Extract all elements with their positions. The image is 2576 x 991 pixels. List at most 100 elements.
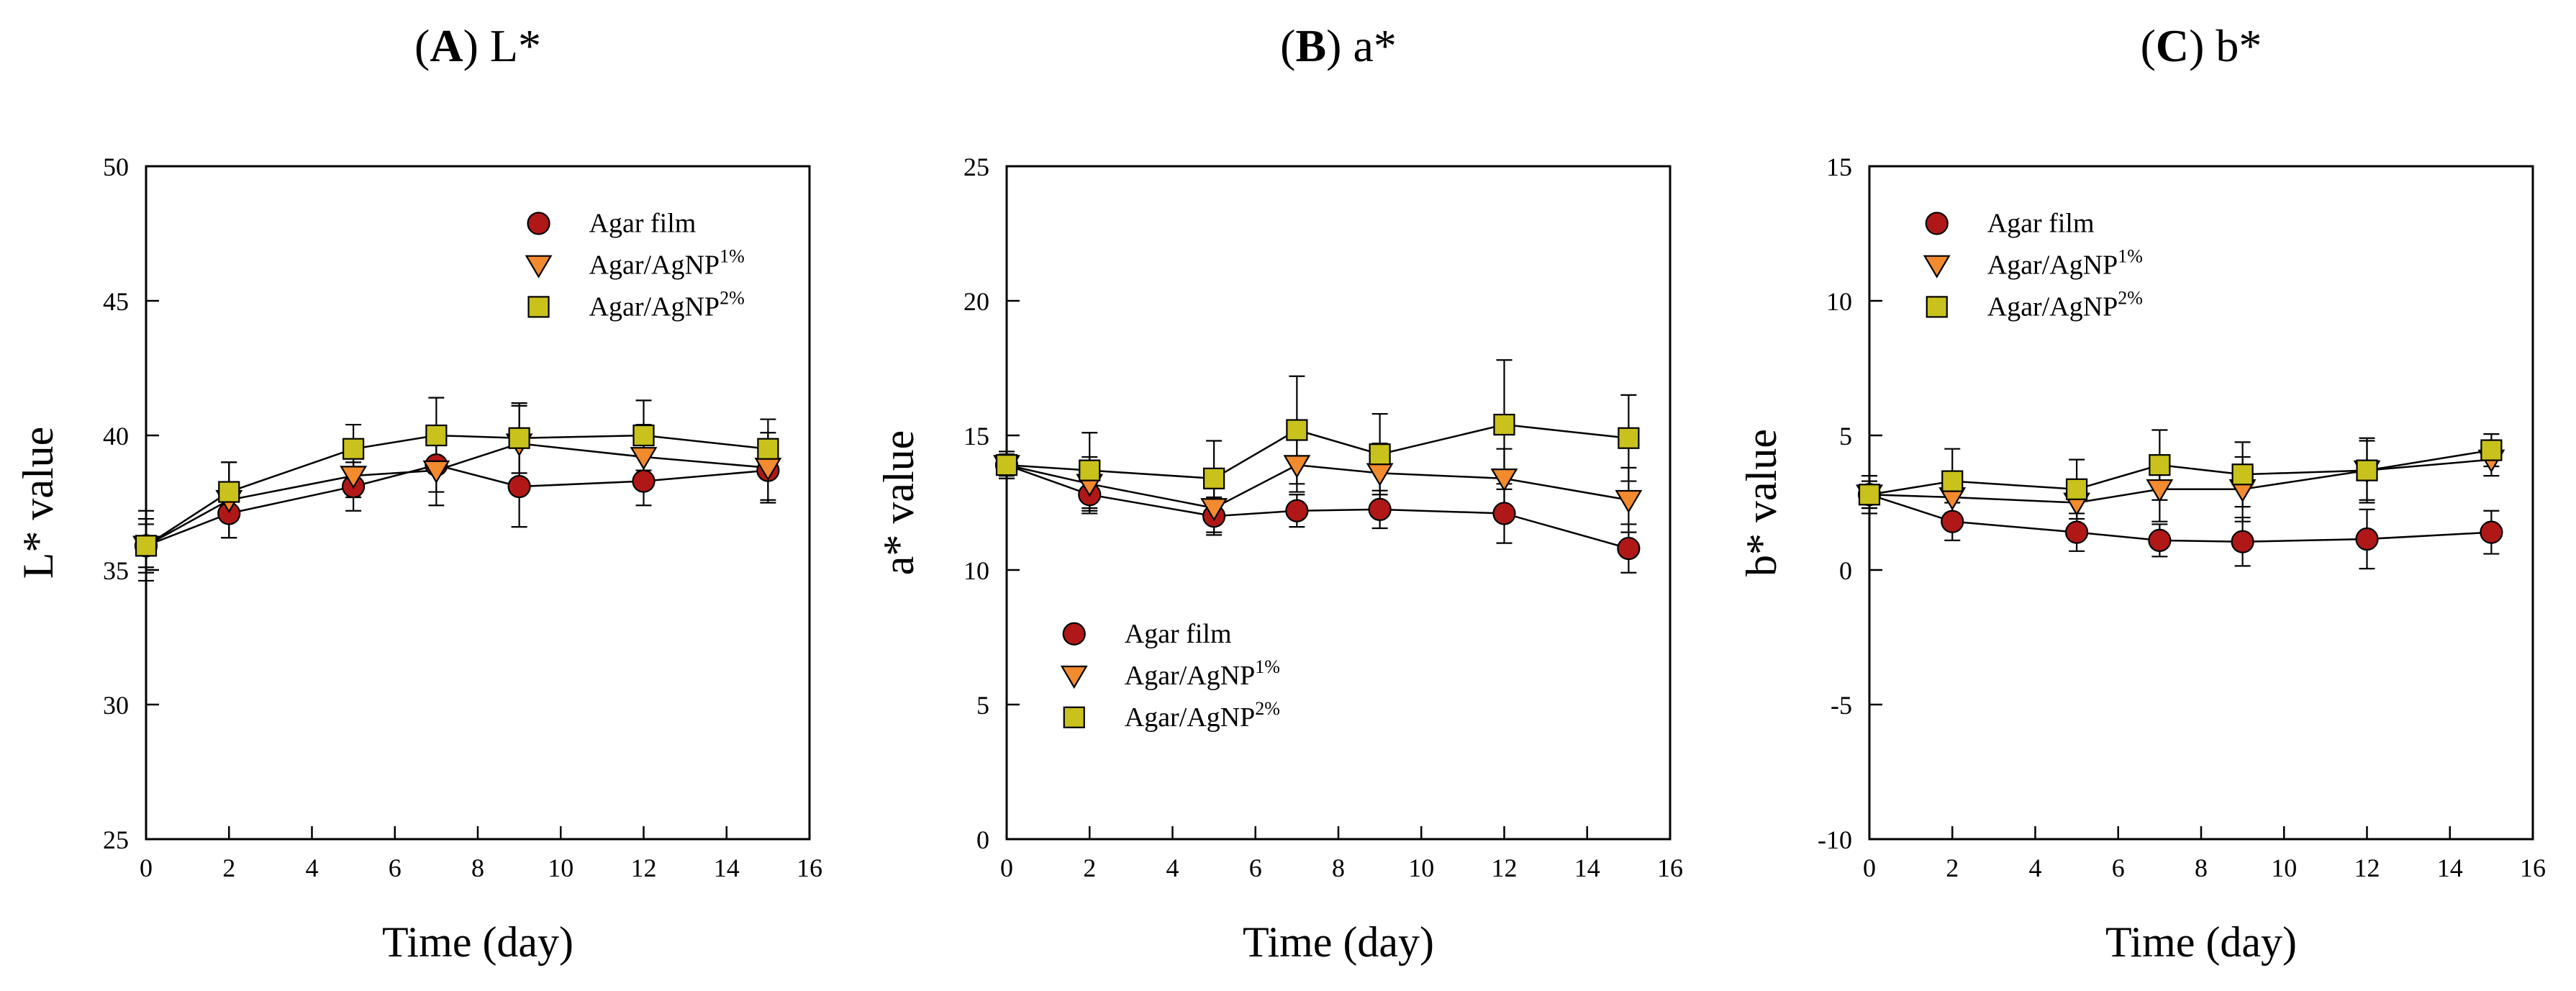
chart-panel-2: (B) a* 0 2 4 6 8 10 12 14 16 0 5 10 15 20 25 Time (day) a… [875,20,1683,966]
data-point [422,460,450,484]
x-tick-label: 4 [306,854,319,882]
y-tick-label: 40 [103,422,129,451]
plot-frame [1868,165,2534,841]
x-tick-label: 4 [2029,854,2042,882]
legend-marker [527,296,550,318]
chart-panel-1: (A) L* 0 2 4 6 8 10 12 14 16 25 30 35 40 45 50 Time (day… [14,20,822,966]
data-point [1617,536,1641,561]
data-point [507,474,531,499]
y-tick-label: 25 [103,825,129,854]
data-point [340,466,368,489]
x-tick-label: 2 [1083,854,1096,882]
x-axis-label: Time (day) [2105,918,2297,966]
legend-marker [1062,622,1086,646]
y-tick-label: 20 [963,287,989,316]
legend-label: Agar/AgNP1% [1125,656,1280,691]
x-tick-label: 12 [1492,854,1518,882]
data-point [2066,478,2088,500]
x-tick-label: 10 [548,854,573,882]
y-tick-label: 0 [1839,556,1852,585]
x-tick-label: 0 [1863,854,1876,882]
data-point [1492,502,1516,525]
data-point [1079,459,1101,481]
data-point [1285,499,1309,522]
data-point [2231,463,2254,486]
x-tick-label: 6 [1249,854,1262,882]
panel-variable: L* [490,20,541,71]
data-point [1941,510,1964,533]
data-point [1493,413,1515,436]
legend-label: Agar/AgNP2% [589,287,745,322]
y-tick-label: 45 [103,287,129,316]
data-point [2065,520,2089,544]
data-point [632,469,656,493]
legend-label: Agar/AgNP2% [1987,287,2143,322]
data-point [1368,497,1392,521]
y-tick-label: 5 [1839,422,1852,451]
data-point [632,424,655,447]
x-tick-label: 16 [1657,854,1683,882]
legend-superscript: 1% [720,245,745,266]
legend-marker [1926,296,1948,318]
legend-marker [1060,665,1088,689]
legend-item: Agar/AgNP1% [1923,245,2143,280]
x-tick-label: 14 [2437,854,2463,882]
x-tick-label: 12 [631,854,657,882]
data-point [2480,439,2503,461]
legend: Agar film Agar/AgNP1% Agar/AgNP2% [1923,208,2143,322]
y-tick-label: 15 [963,422,989,451]
legend-item: Agar film [1062,619,1232,649]
data-point [343,438,365,460]
legend-label: Agar/AgNP2% [1125,698,1280,733]
y-tick-label: 15 [1826,153,1852,181]
data-point [218,481,240,503]
legend-item: Agar film [1925,208,2095,238]
x-tick-label: 0 [140,854,153,882]
x-tick-label: 8 [1332,854,1345,882]
panel-letter: A [430,20,463,71]
data-point [1203,467,1225,489]
x-tick-label: 12 [2354,854,2380,882]
legend-item: Agar/AgNP2% [1926,287,2143,322]
y-tick-label: 50 [103,153,129,181]
data-point [425,424,448,447]
legend-marker [527,212,550,235]
x-tick-label: 10 [1408,854,1434,882]
chart-panel-3: (C) b* 0 2 4 6 8 10 12 14 16 -10 -5 0 5 10 15 Time (day)… [1738,20,2546,966]
legend-marker [1923,255,1951,279]
plot-frame [1005,165,1672,841]
data-point [1618,427,1640,449]
data-point [1490,468,1518,492]
y-axis-label: b* value [1738,429,1785,576]
legend-superscript: 1% [1255,656,1280,677]
x-tick-label: 0 [1000,854,1013,882]
legend-label: Agar/AgNP1% [1987,245,2143,280]
data-point [135,535,158,557]
legend-item: Agar/AgNP2% [1063,698,1280,733]
y-tick-label: 30 [103,691,129,720]
data-point [757,438,779,460]
legend-item: Agar/AgNP2% [527,287,745,322]
legend-label: Agar film [1125,619,1232,649]
x-tick-label: 10 [2271,854,2297,882]
y-tick-label: -10 [1818,825,1852,854]
y-tick-label: 25 [963,153,989,181]
x-tick-label: 8 [2195,854,2208,882]
y-tick-label: -5 [1831,691,1852,720]
legend-marker [1925,212,1949,235]
data-point [2356,459,2378,481]
data-point [1941,470,1964,492]
data-point [1200,498,1228,522]
data-point [1858,484,1881,506]
data-point [2149,454,2171,476]
y-tick-label: 0 [976,825,989,854]
data-point [2231,530,2254,553]
legend: Agar film Agar/AgNP1% Agar/AgNP2% [525,208,745,322]
y-tick-label: 10 [963,556,989,585]
x-tick-label: 6 [2112,854,2125,882]
chart-title: (C) b* [2141,20,2262,71]
data-point [995,454,1018,476]
data-point [1286,419,1308,441]
legend-superscript: 2% [720,287,745,308]
legend-superscript: 1% [2118,245,2143,266]
